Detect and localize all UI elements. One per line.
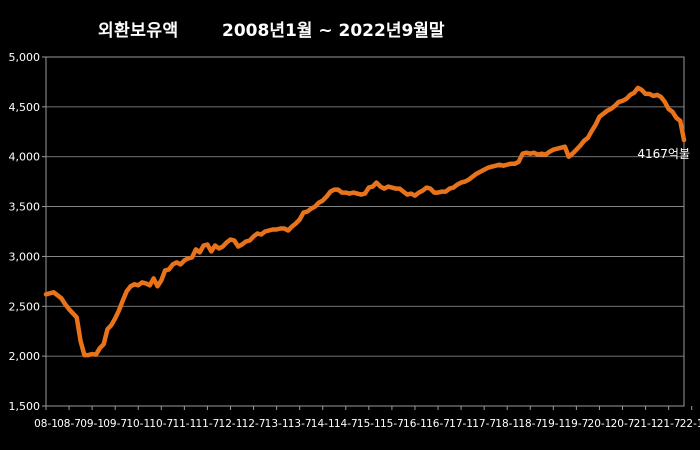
x-tick-label: 12-7 <box>242 418 266 430</box>
x-tick-label: 21-1 <box>634 418 658 430</box>
x-tick-label: 13-7 <box>288 418 312 430</box>
x-tick-label: 09-7 <box>103 418 127 430</box>
y-tick-label: 2,000 <box>9 350 41 363</box>
y-tick-label: 1,500 <box>9 400 41 413</box>
x-tick-label: 22-1 <box>680 418 700 430</box>
x-tick-label: 11-1 <box>172 418 196 430</box>
x-tick-label: 19-1 <box>541 418 565 430</box>
x-tick-label: 15-7 <box>380 418 404 430</box>
x-tick-label: 13-1 <box>265 418 289 430</box>
x-tick-label: 12-1 <box>219 418 243 430</box>
x-tick-label: 17-1 <box>449 418 473 430</box>
x-tick-label: 20-7 <box>611 418 635 430</box>
x-tick-label: 15-1 <box>357 418 381 430</box>
x-tick-label: 09-1 <box>80 418 104 430</box>
x-tick-label: 16-7 <box>426 418 450 430</box>
y-tick-label: 5,000 <box>9 51 41 64</box>
reserves-line <box>43 85 687 358</box>
x-tick-label: 16-1 <box>403 418 427 430</box>
chart-title: 외환보유액 <box>98 21 179 41</box>
y-tick-label: 4,500 <box>9 101 41 114</box>
x-tick-label: 19-7 <box>564 418 588 430</box>
x-tick-label: 20-1 <box>588 418 612 430</box>
last-value-annotation: 4167억불 <box>637 147 690 161</box>
y-tick-label: 4,000 <box>9 151 41 164</box>
x-tick-label: 08-7 <box>57 418 81 430</box>
y-tick-label: 3,000 <box>9 250 41 263</box>
x-tick-label: 14-7 <box>334 418 358 430</box>
chart-subtitle: 2008년1월 ~ 2022년9월말 <box>222 21 445 41</box>
y-tick-label: 3,500 <box>9 201 41 214</box>
x-tick-label: 10-1 <box>126 418 150 430</box>
x-tick-label: 17-7 <box>472 418 496 430</box>
plot-area <box>45 56 685 407</box>
title-row: 외환보유액 2008년1월 ~ 2022년9월말 <box>0 16 700 46</box>
x-tick-label: 21-7 <box>657 418 681 430</box>
x-tick-label: 08-1 <box>34 418 58 430</box>
y-tick-label: 2,500 <box>9 300 41 313</box>
x-tick-label: 18-7 <box>518 418 542 430</box>
x-tick-label: 11-7 <box>195 418 219 430</box>
x-tick-label: 18-1 <box>495 418 519 430</box>
x-tick-label: 10-7 <box>149 418 173 430</box>
x-tick-label: 14-1 <box>311 418 335 430</box>
